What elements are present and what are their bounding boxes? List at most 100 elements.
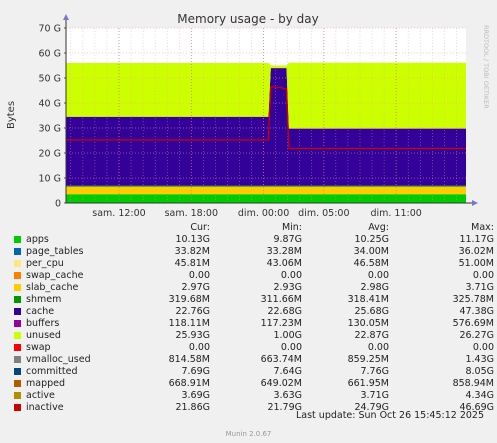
legend-min: 663.74M <box>260 354 302 365</box>
memory-chart: Memory usage - by day Bytes RRDTOOL / TO… <box>6 12 490 219</box>
legend-max: 11.17G <box>459 234 494 245</box>
area-slab-cache <box>66 186 466 195</box>
legend-row-unused: unused 25.93G 1.00G 22.87G 26.27G <box>12 330 494 342</box>
legend-min: 311.66M <box>260 294 302 305</box>
legend-rows: apps 10.13G 9.87G 10.25G 11.17G page_tables 33… <box>12 234 494 414</box>
y-tick-label: 70 G <box>39 24 61 35</box>
legend-cur: 21.86G <box>175 402 210 413</box>
legend-cur: 25.93G <box>175 330 210 341</box>
legend-avg: 7.76G <box>360 366 389 377</box>
legend-name: vmalloc_used <box>26 354 91 365</box>
x-tick-label: sam. 12:00 <box>92 208 145 219</box>
legend-swatch <box>14 272 21 279</box>
legend-swatch <box>14 284 21 291</box>
legend-header-row: Cur: Min: Avg: Max: <box>12 222 494 234</box>
legend-swatch <box>14 332 21 339</box>
legend-row-page-tables: page_tables 33.82M 33.28M 34.00M 36.02M <box>12 246 494 258</box>
header-cur: Cur: <box>190 222 210 233</box>
rrdtool-side-label: RRDTOOL / TOBI OETIKER <box>482 25 490 109</box>
legend-swatch <box>14 368 21 375</box>
x-tick-labels: sam. 12:00 sam. 18:00 dim. 00:00 dim. 05:00… <box>92 208 422 219</box>
x-tick-label: dim. 00:00 <box>238 208 289 219</box>
legend-row-swap: swap 0.00 0.00 0.00 0.00 <box>12 342 494 354</box>
x-tick-label: dim. 05:00 <box>298 208 349 219</box>
legend-max: 46.69G <box>459 402 494 413</box>
grid-lines <box>66 27 466 203</box>
x-axis-arrow <box>472 200 478 206</box>
legend-swatch <box>14 236 21 243</box>
legend-cur: 10.13G <box>175 234 210 245</box>
legend-max: 47.38G <box>459 306 494 317</box>
legend-swatch <box>14 380 21 387</box>
legend-avg: 25.68G <box>354 306 389 317</box>
y-tick-labels: 0 10 G 20 G 30 G 40 G 50 G 60 G 70 G <box>39 24 66 210</box>
legend-min: 117.23M <box>260 318 302 329</box>
legend-cur: 45.81M <box>174 258 210 269</box>
legend-max: 36.02M <box>458 246 494 257</box>
legend-max: 325.78M <box>452 294 494 305</box>
legend-avg: 22.87G <box>354 330 389 341</box>
legend-min: 0.00 <box>280 270 302 281</box>
legend-avg: 661.95M <box>347 378 389 389</box>
legend-name: swap <box>26 342 51 353</box>
header-min: Min: <box>281 222 302 233</box>
legend-row-slab-cache: slab_cache 2.97G 2.93G 2.98G 3.71G <box>12 282 494 294</box>
legend-swatch <box>14 296 21 303</box>
legend-name: slab_cache <box>26 282 79 293</box>
legend-name: buffers <box>26 318 60 329</box>
chart-title: Memory usage - by day <box>177 12 318 26</box>
legend-min: 3.63G <box>273 390 302 401</box>
legend-name: apps <box>26 234 49 245</box>
legend-name: cache <box>26 306 55 317</box>
legend-min: 7.64G <box>273 366 302 377</box>
legend-avg: 0.00 <box>367 270 389 281</box>
legend-swatch <box>14 308 21 315</box>
legend-cur: 814.58M <box>168 354 210 365</box>
legend-avg: 24.79G <box>354 402 389 413</box>
y-tick-label: 40 G <box>39 99 61 110</box>
legend-min: 33.28M <box>266 246 302 257</box>
legend-min: 1.00G <box>273 330 302 341</box>
legend-row-committed: committed 7.69G 7.64G 7.76G 8.05G <box>12 366 494 378</box>
legend-row-apps: apps 10.13G 9.87G 10.25G 11.17G <box>12 234 494 246</box>
legend-swatch <box>14 260 21 267</box>
legend-cur: 668.91M <box>168 378 210 389</box>
legend-row-buffers: buffers 118.11M 117.23M 130.05M 576.69M <box>12 318 494 330</box>
axes <box>63 14 478 206</box>
legend-cur: 22.76G <box>175 306 210 317</box>
header-avg: Avg: <box>368 222 389 233</box>
legend-name: page_tables <box>26 246 84 257</box>
area-unused <box>66 62 466 129</box>
area-shmem <box>66 185 466 187</box>
legend-max: 8.05G <box>465 366 494 377</box>
x-tick-label: sam. 18:00 <box>165 208 218 219</box>
legend-swatch <box>14 320 21 327</box>
legend-avg: 130.05M <box>347 318 389 329</box>
legend-name: inactive <box>26 402 64 413</box>
area-apps <box>66 194 466 203</box>
legend-min: 649.02M <box>260 378 302 389</box>
legend-cur: 7.69G <box>181 366 210 377</box>
legend-min: 22.68G <box>267 306 302 317</box>
legend-avg: 2.98G <box>360 282 389 293</box>
legend-row-active: active 3.69G 3.63G 3.71G 4.34G <box>12 390 494 402</box>
legend-avg: 318.41M <box>347 294 389 305</box>
legend-name: active <box>26 390 55 401</box>
legend-cur: 2.97G <box>181 282 210 293</box>
legend-swatch <box>14 404 21 411</box>
legend-name: mapped <box>26 378 66 389</box>
legend-name: unused <box>26 330 61 341</box>
y-tick-label: 0 <box>55 199 61 210</box>
legend-avg: 3.71G <box>360 390 389 401</box>
y-tick-label: 60 G <box>39 49 61 60</box>
legend-max: 858.94M <box>452 378 494 389</box>
stacked-areas <box>66 62 466 203</box>
header-max: Max: <box>471 222 494 233</box>
legend-swatch <box>14 248 21 255</box>
y-axis-arrow <box>63 14 69 20</box>
last-update: Last update: Sun Oct 26 15:45:12 2025 <box>295 410 484 421</box>
line-series <box>66 86 466 150</box>
legend-row-mapped: mapped 668.91M 649.02M 661.95M 858.94M <box>12 378 494 390</box>
legend-max: 0.00 <box>472 342 494 353</box>
legend-avg: 46.58M <box>353 258 389 269</box>
